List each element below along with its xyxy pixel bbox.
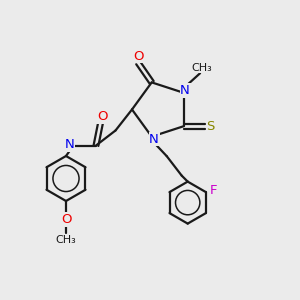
Text: N: N	[149, 133, 159, 146]
Text: O: O	[133, 50, 143, 63]
Text: CH₃: CH₃	[56, 235, 76, 245]
Text: N: N	[180, 84, 190, 97]
Text: N: N	[65, 138, 74, 151]
Text: O: O	[97, 110, 107, 123]
Text: O: O	[61, 213, 71, 226]
Text: S: S	[206, 120, 215, 133]
Text: CH₃: CH₃	[191, 63, 212, 73]
Text: H: H	[63, 138, 71, 151]
Text: F: F	[210, 184, 217, 197]
